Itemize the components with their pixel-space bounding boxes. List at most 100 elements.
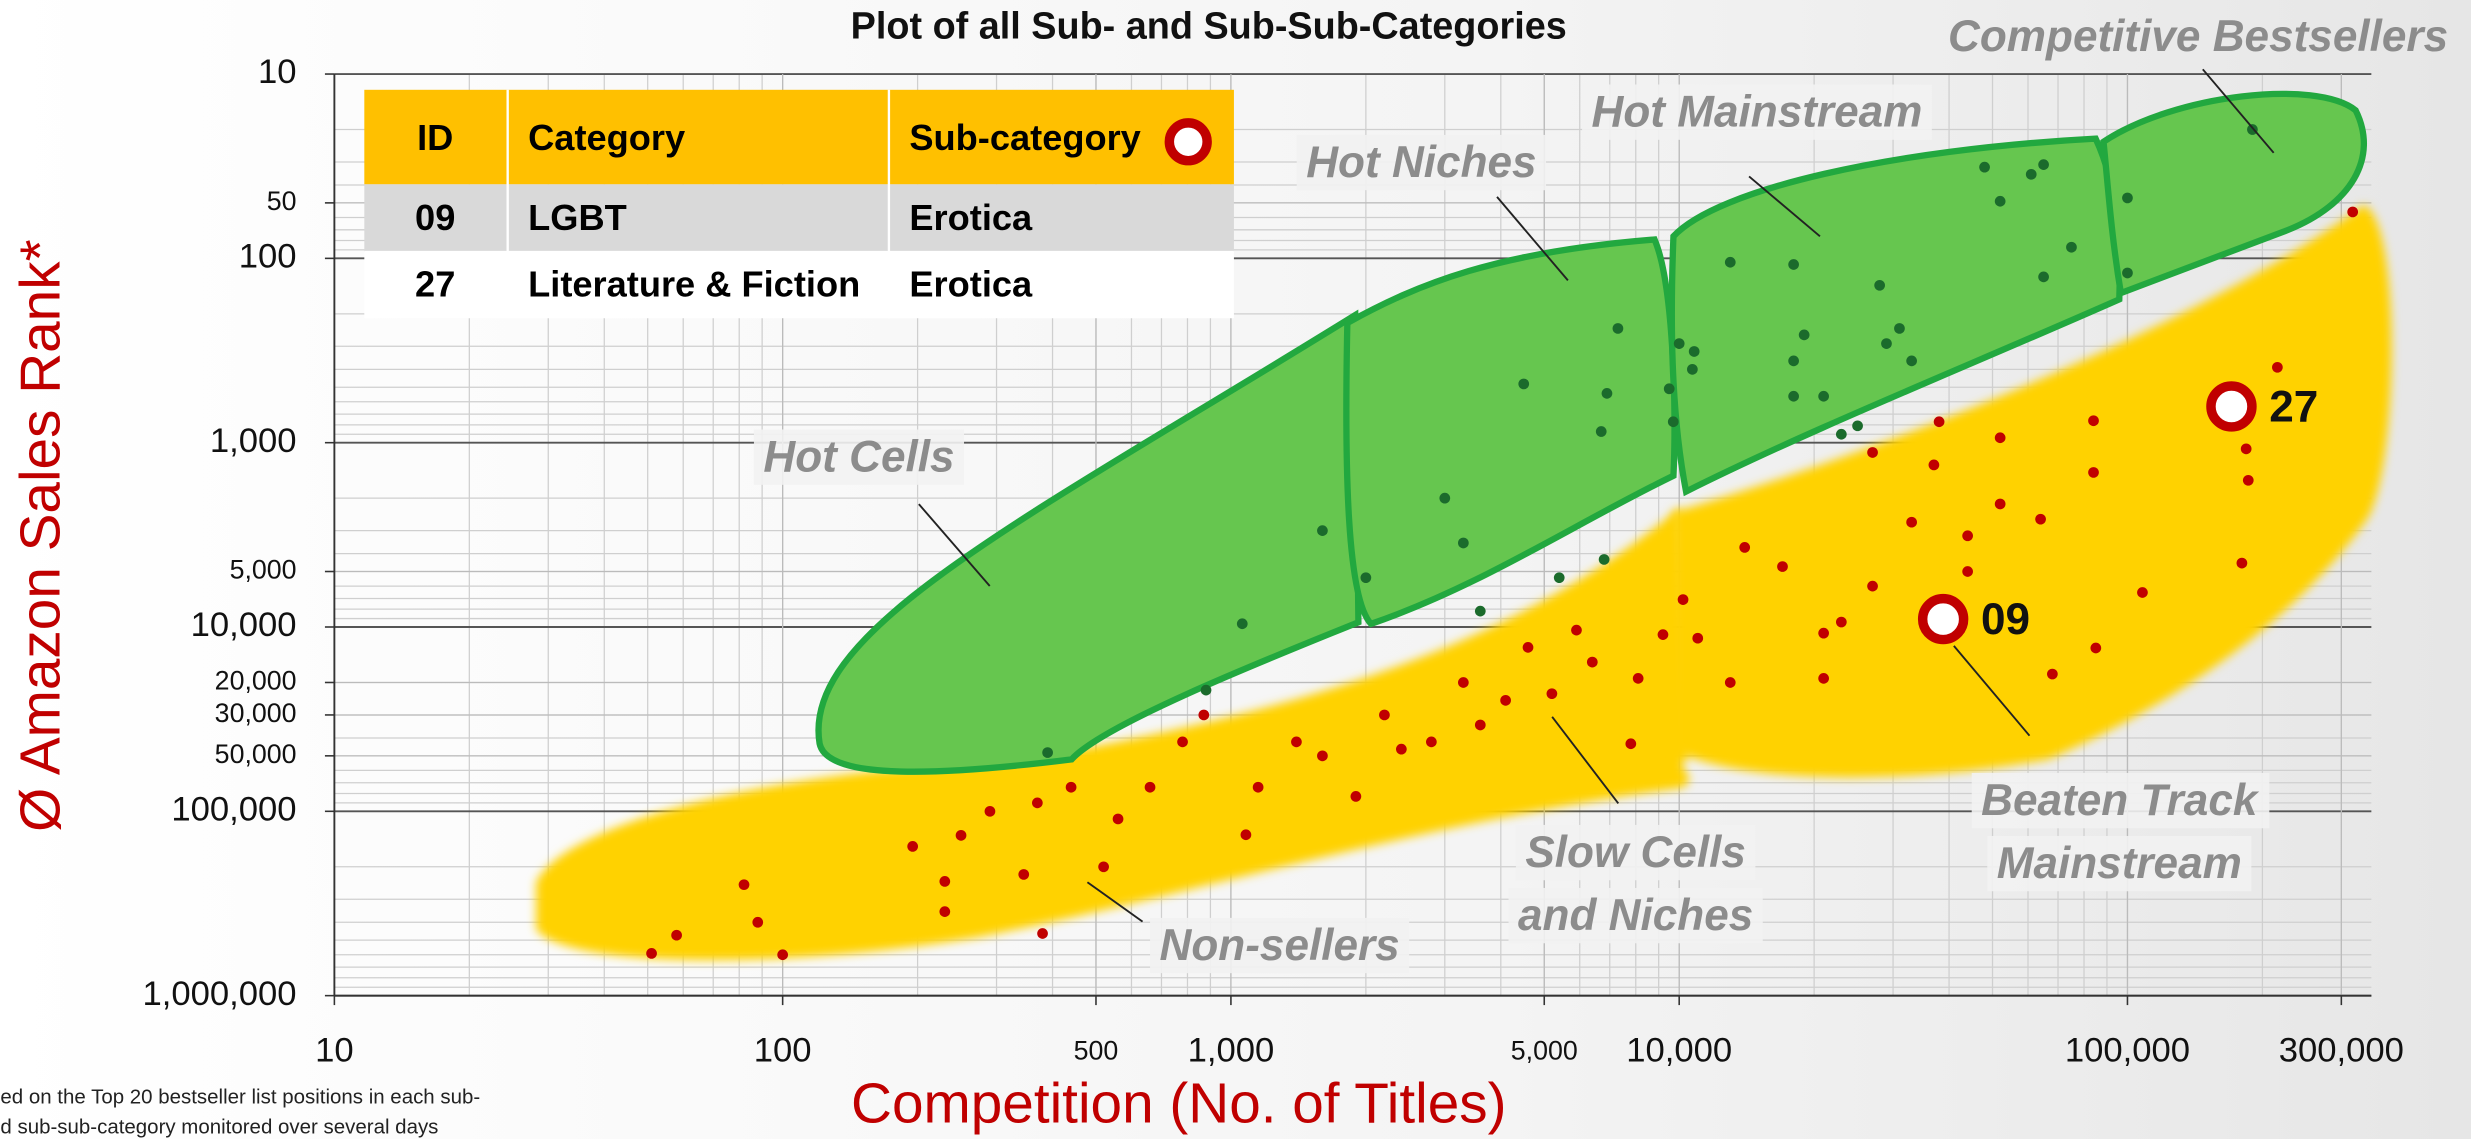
point [1018, 869, 1030, 880]
highlight-point [2206, 381, 2257, 432]
zone-yellow-high [1673, 204, 2392, 778]
point [2137, 587, 2148, 598]
point [2066, 241, 2077, 253]
point [1098, 861, 1109, 873]
point [1177, 736, 1188, 748]
zone-label-bg [1296, 134, 1547, 191]
x-tick-label: 100 [754, 1032, 812, 1070]
table-cell: Erotica [909, 263, 1033, 304]
point [2038, 271, 2049, 283]
legend-table: ID Category Sub-category 09 LGBT Erotica… [364, 89, 1234, 319]
zone-label: Hot Cells [763, 433, 954, 482]
point [1667, 416, 1679, 428]
point [1474, 605, 1486, 617]
y-tick-label: 100 [239, 238, 297, 276]
y-tick-label: 50,000 [215, 739, 297, 769]
zone-label: Hot Niches [1306, 138, 1536, 187]
point [1852, 420, 1863, 432]
point [1379, 709, 1390, 721]
point [1598, 554, 1610, 565]
highlight-label: 09 [1981, 595, 2030, 644]
point [2122, 192, 2133, 204]
x-tick-label: 10,000 [1626, 1032, 1732, 1070]
point [1571, 624, 1582, 636]
point [1788, 259, 1799, 270]
point [1439, 492, 1451, 504]
point [1724, 677, 1736, 688]
point [1677, 594, 1689, 605]
point [1867, 447, 1878, 458]
point [1788, 355, 1799, 367]
point [2025, 168, 2037, 180]
point [1906, 516, 1917, 528]
point [2347, 206, 2359, 218]
x-tick-label: 100,000 [2065, 1032, 2190, 1070]
y-tick-label: 1,000 [210, 422, 297, 460]
table-row-bg [364, 184, 1234, 253]
point [955, 829, 967, 841]
point [1360, 572, 1372, 584]
point [1350, 791, 1362, 802]
point [1962, 566, 1973, 577]
point [1818, 627, 1829, 639]
zone-label-bg [753, 429, 965, 485]
point [2272, 361, 2283, 373]
y-tick-label: 20,000 [215, 666, 297, 696]
point [939, 876, 951, 887]
point [1144, 781, 1156, 793]
point [2122, 267, 2133, 279]
zone-label-bg [1987, 835, 2252, 892]
point [671, 929, 682, 941]
table-header-bg [364, 89, 1234, 185]
point [1798, 329, 1810, 341]
point [1457, 537, 1469, 549]
footnote: d sub-sub-category monitored over severa… [0, 1115, 438, 1138]
point [1835, 616, 1847, 628]
zone-label-bg [1582, 84, 1932, 140]
point [2088, 415, 2099, 427]
point [1595, 426, 1607, 437]
point [2038, 159, 2049, 170]
point [1835, 428, 1847, 440]
point [2088, 467, 2099, 478]
zone-label: Mainstream [1997, 839, 2242, 888]
table-header: Sub-category [909, 117, 1140, 158]
point [1240, 829, 1252, 841]
point [1692, 632, 1704, 644]
x-axis-label: Competition (No. of Titles) [851, 1072, 1506, 1135]
point [1037, 928, 1048, 939]
point [1612, 323, 1624, 334]
point [1200, 684, 1212, 696]
point [1553, 572, 1565, 584]
point [1673, 338, 1685, 349]
point [1657, 629, 1669, 640]
point [2047, 668, 2058, 680]
point [1928, 459, 1940, 471]
chart-title: Plot of all Sub- and Sub-Sub-Categories [851, 5, 1567, 47]
zone-green-niches [1343, 236, 1678, 628]
highlight-point [1917, 593, 1969, 645]
footnote: ed on the Top 20 bestseller list positio… [0, 1085, 480, 1108]
y-tick-label: 5,000 [230, 555, 297, 585]
point [1818, 673, 1829, 684]
point [777, 949, 789, 961]
x-tick-label: 10 [315, 1032, 354, 1070]
point [1933, 416, 1945, 428]
point [1032, 797, 1043, 809]
point [984, 805, 996, 817]
point [1906, 355, 1917, 367]
point [1586, 656, 1598, 668]
point [907, 841, 919, 852]
zone-label-bg [1971, 772, 2270, 829]
y-tick-label: 1,000,000 [142, 975, 296, 1013]
point [1518, 378, 1530, 390]
zone-green-bestsellers [2100, 90, 2367, 298]
zone-label: Competitive Bestsellers [1948, 12, 2448, 61]
point [2236, 557, 2248, 569]
point [1457, 677, 1469, 688]
point [1317, 750, 1328, 762]
zone-label: and Niches [1518, 891, 1753, 940]
marks: 09 27 [646, 124, 2359, 961]
table-cell: Literature & Fiction [528, 263, 860, 304]
